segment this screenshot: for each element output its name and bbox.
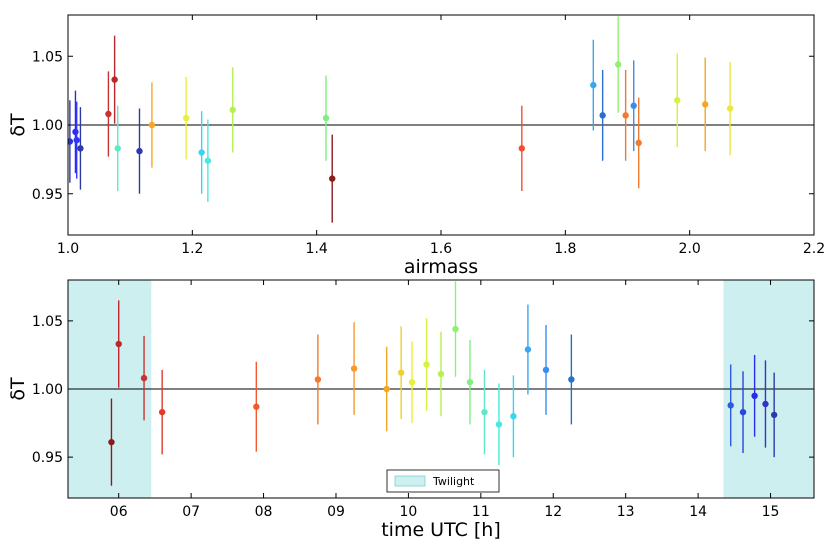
y-axis-label: δT <box>7 113 29 137</box>
data-point <box>73 136 80 144</box>
legend-label: Twilight <box>432 475 475 488</box>
data-point <box>350 365 358 372</box>
data-point <box>726 105 734 112</box>
data-point <box>111 76 118 83</box>
y-tick-label: 1.00 <box>32 118 63 134</box>
data-point <box>77 145 84 152</box>
data-point <box>253 403 260 410</box>
legend-box <box>386 469 500 493</box>
data-point <box>524 346 532 353</box>
x-axis-label: time UTC [h] <box>381 519 501 541</box>
x-tick-label: 1.2 <box>181 241 203 257</box>
data-point <box>635 139 642 147</box>
data-point <box>770 411 778 419</box>
data-point <box>599 112 606 119</box>
data-point <box>630 102 637 109</box>
x-tick-label: 1.8 <box>554 241 576 257</box>
x-tick-label: 2.0 <box>679 241 701 257</box>
data-point <box>229 106 236 114</box>
y-tick-label: 1.05 <box>32 49 63 65</box>
data-point <box>314 376 322 383</box>
data-point <box>568 376 575 383</box>
x-tick-label: 1.4 <box>306 241 328 257</box>
data-point <box>140 374 148 382</box>
plot-area <box>68 16 814 223</box>
data-point <box>68 138 74 145</box>
data-point <box>158 408 166 416</box>
x-tick-label: 09 <box>327 504 345 520</box>
y-tick-label: 1.05 <box>32 314 63 330</box>
x-tick-label: 1.6 <box>430 241 452 257</box>
data-point <box>466 378 474 386</box>
plot-area <box>68 280 814 498</box>
x-tick-label: 15 <box>762 504 780 520</box>
x-tick-label: 07 <box>182 504 200 520</box>
data-point <box>329 175 336 182</box>
data-point <box>518 145 526 152</box>
data-point <box>727 402 734 409</box>
y-tick-label: 0.95 <box>32 187 63 203</box>
data-point <box>108 438 115 446</box>
data-point <box>702 101 709 108</box>
data-point <box>148 121 156 129</box>
data-point <box>437 370 445 378</box>
data-point <box>423 361 430 368</box>
data-point <box>614 61 622 68</box>
data-point <box>198 149 205 156</box>
x-tick-label: 14 <box>689 504 707 520</box>
data-point <box>136 147 143 155</box>
data-point <box>481 408 488 416</box>
y-tick-label: 1.00 <box>32 382 63 398</box>
data-point <box>590 81 597 89</box>
x-tick-label: 12 <box>544 504 562 520</box>
data-point <box>115 340 122 348</box>
legend-swatch <box>394 475 426 487</box>
data-point <box>762 400 769 408</box>
data-point <box>495 421 503 428</box>
data-point <box>622 112 629 119</box>
y-tick-label: 0.95 <box>32 450 63 466</box>
x-tick-label: 06 <box>110 504 128 520</box>
x-axis-label: airmass <box>404 256 478 278</box>
data-point <box>383 385 390 393</box>
data-point <box>105 110 112 118</box>
data-point <box>204 157 212 164</box>
data-point <box>542 366 550 374</box>
data-point <box>182 114 190 122</box>
data-point <box>72 128 79 136</box>
airmass-panel: 1.0 1.2 1.4 1.6 1.8 2.0 2.2 0.95 1.00 1.05 airmass… <box>7 14 825 278</box>
y-axis-label: δT <box>7 377 29 401</box>
data-point <box>739 408 747 416</box>
x-tick-label: 10 <box>399 504 417 520</box>
data-point <box>322 114 330 122</box>
x-tick-label: 2.2 <box>803 241 825 257</box>
data-point <box>510 413 517 420</box>
data-point <box>674 97 681 104</box>
time-panel: 06 07 08 09 10 11 12 13 14 15 0.95 1.00 1.05 time UTC… <box>7 279 815 541</box>
x-tick-label: 13 <box>617 504 635 520</box>
x-tick-label: 1.0 <box>57 241 79 257</box>
data-point <box>114 145 121 152</box>
legend: Twilight <box>386 469 500 493</box>
data-point <box>397 369 405 376</box>
data-point <box>452 325 459 333</box>
data-point <box>408 378 416 386</box>
x-tick-label: 11 <box>472 504 490 520</box>
x-tick-label: 08 <box>255 504 273 520</box>
data-point <box>751 392 758 400</box>
